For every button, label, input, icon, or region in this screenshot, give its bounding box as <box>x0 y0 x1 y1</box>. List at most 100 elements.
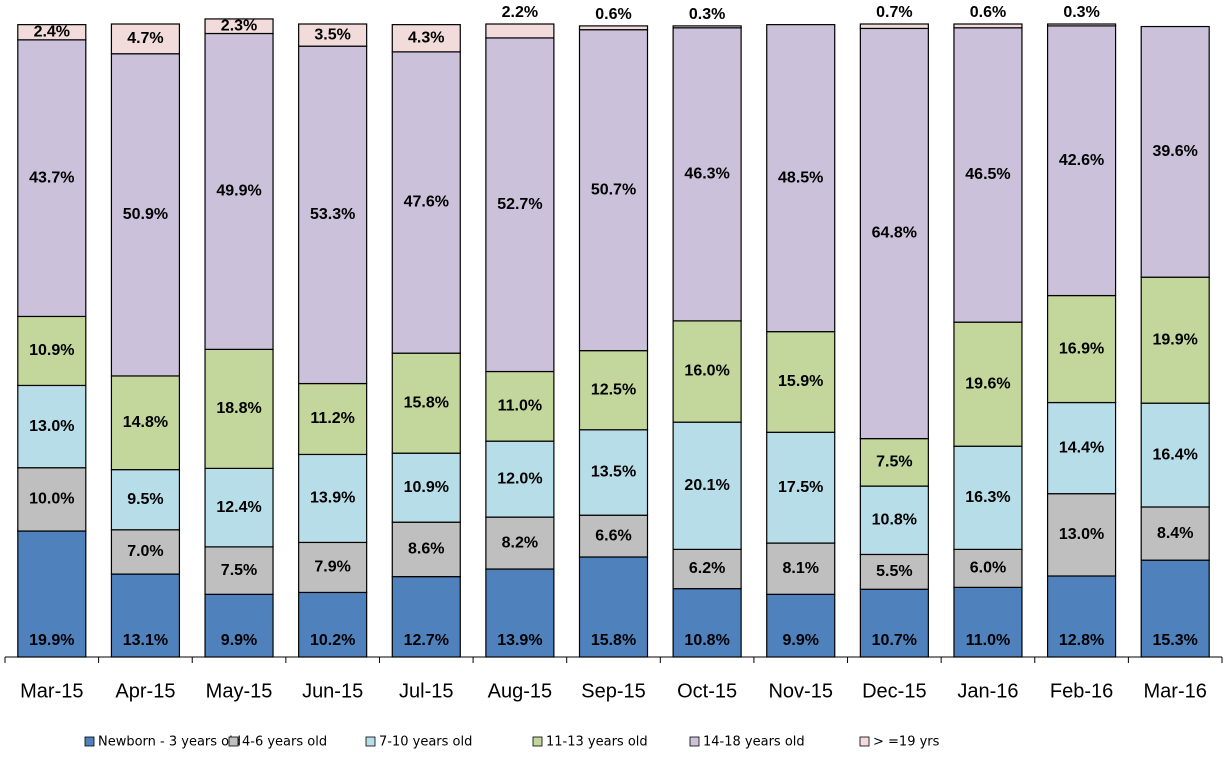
data-label: 12.0% <box>497 470 542 487</box>
legend-swatch <box>84 736 95 747</box>
data-label: 20.1% <box>684 477 729 494</box>
legend-label: 11-13 years old <box>546 735 648 750</box>
legend-label: 7-10 years old <box>379 735 472 750</box>
legend-label: 4-6 years old <box>242 735 327 750</box>
x-tick-label: Aug-15 <box>488 680 553 702</box>
bar-segment <box>859 23 929 30</box>
data-label: 10.2% <box>310 632 355 649</box>
data-label: 42.6% <box>1059 152 1104 169</box>
data-label: 14.4% <box>1059 439 1104 456</box>
x-tick-label: Mar-16 <box>1144 680 1207 702</box>
data-label: 6.6% <box>595 527 631 544</box>
data-label: 18.8% <box>216 400 261 417</box>
data-label: 13.0% <box>29 418 74 435</box>
bar-segment <box>953 23 1023 29</box>
x-tick-label: Oct-15 <box>677 680 737 702</box>
data-label: 2.4% <box>34 23 70 40</box>
data-label: 7.0% <box>127 543 163 560</box>
bar-segment <box>485 568 555 658</box>
bar-segment <box>110 529 181 575</box>
data-label: 2.3% <box>221 17 257 34</box>
bar-segment <box>578 29 649 352</box>
bar-segment <box>204 18 274 35</box>
data-label: 13.1% <box>123 632 168 649</box>
bar-segment <box>204 32 274 350</box>
data-label: 48.5% <box>778 169 823 186</box>
bar-segment <box>110 23 181 55</box>
bar-segment <box>204 593 274 658</box>
legend-label: > =19 yrs <box>873 735 940 750</box>
bar-segment <box>391 51 461 354</box>
bar-segment <box>766 431 836 544</box>
data-label: 0.3% <box>689 6 725 23</box>
bar-segment <box>672 588 742 658</box>
legend-label: Newborn - 3 years old <box>98 735 241 750</box>
bar-segment <box>391 521 461 578</box>
bar-segment <box>578 429 649 516</box>
bar-segment <box>298 23 368 47</box>
data-label: 50.7% <box>591 181 636 198</box>
bar-segment <box>298 453 368 544</box>
data-label: 15.8% <box>404 394 449 411</box>
data-label: 46.5% <box>965 166 1010 183</box>
bar-segment <box>17 467 87 532</box>
data-label: 8.1% <box>782 560 818 577</box>
data-label: 19.9% <box>29 632 74 649</box>
data-label: 12.7% <box>404 632 449 649</box>
bar-segment <box>953 586 1023 658</box>
bar-segment <box>485 516 555 570</box>
data-label: 10.8% <box>872 511 917 528</box>
bar-segment <box>391 24 461 53</box>
data-label: 12.8% <box>1059 632 1104 649</box>
data-label: 53.3% <box>310 206 355 223</box>
bar-segment <box>1140 559 1210 658</box>
legend-swatch <box>859 736 870 747</box>
data-label: 10.7% <box>872 632 917 649</box>
data-label: 10.9% <box>29 342 74 359</box>
bar-segment <box>485 370 555 442</box>
legend-swatch <box>689 736 700 747</box>
data-label: 15.9% <box>778 373 823 390</box>
data-label: 9.9% <box>782 632 818 649</box>
bar-segment <box>953 548 1023 588</box>
data-label: 10.9% <box>404 479 449 496</box>
data-label: 7.9% <box>314 559 350 576</box>
data-label: 16.4% <box>1153 446 1198 463</box>
x-tick-label: Feb-16 <box>1050 680 1113 702</box>
legend-swatch <box>532 736 543 747</box>
data-label: 0.7% <box>876 4 912 21</box>
data-label: 52.7% <box>497 196 542 213</box>
data-label: 0.6% <box>970 4 1006 21</box>
bar-segment <box>110 375 181 471</box>
data-label: 16.9% <box>1059 340 1104 357</box>
data-label: 7.5% <box>221 562 257 579</box>
data-label: 15.3% <box>1153 632 1198 649</box>
bar-segment <box>859 438 929 487</box>
data-label: 39.6% <box>1153 143 1198 160</box>
data-label: 11.0% <box>498 398 542 415</box>
data-label: 0.3% <box>1063 4 1099 21</box>
data-label: 12.5% <box>591 381 636 398</box>
data-label: 9.5% <box>127 491 163 508</box>
legend-label: 14-18 years old <box>703 735 805 750</box>
bar-segment <box>859 553 929 590</box>
legend-swatch <box>228 736 239 747</box>
bar-segment <box>859 27 929 440</box>
data-label: 16.3% <box>965 489 1010 506</box>
data-label: 47.6% <box>404 194 449 211</box>
bar-segment <box>766 24 836 333</box>
x-tick-label: Apr-15 <box>115 680 175 702</box>
bar-segment <box>485 23 555 39</box>
bar-segment <box>17 530 87 658</box>
bar-segment <box>766 542 836 595</box>
bar-segment <box>766 331 836 433</box>
bar-segment <box>1046 493 1117 577</box>
bar-segment <box>1046 25 1117 297</box>
data-label: 13.9% <box>310 490 355 507</box>
bar-segment <box>578 25 649 31</box>
data-label: 9.9% <box>221 632 257 649</box>
legend-swatch <box>365 736 376 747</box>
data-label: 8.2% <box>502 534 538 551</box>
bar-segment <box>578 514 649 558</box>
